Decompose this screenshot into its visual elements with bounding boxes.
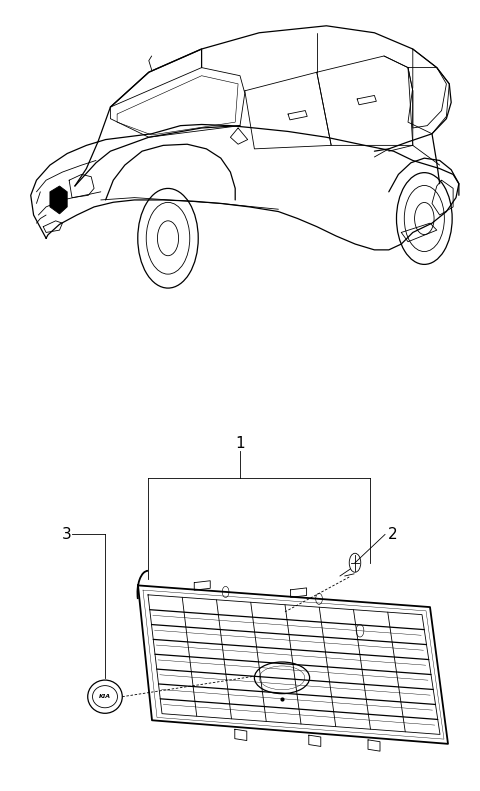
Text: KIA: KIA (99, 694, 111, 699)
Text: 3: 3 (62, 527, 72, 542)
Text: 1: 1 (235, 437, 245, 452)
Text: 2: 2 (388, 527, 397, 542)
Polygon shape (50, 186, 67, 214)
